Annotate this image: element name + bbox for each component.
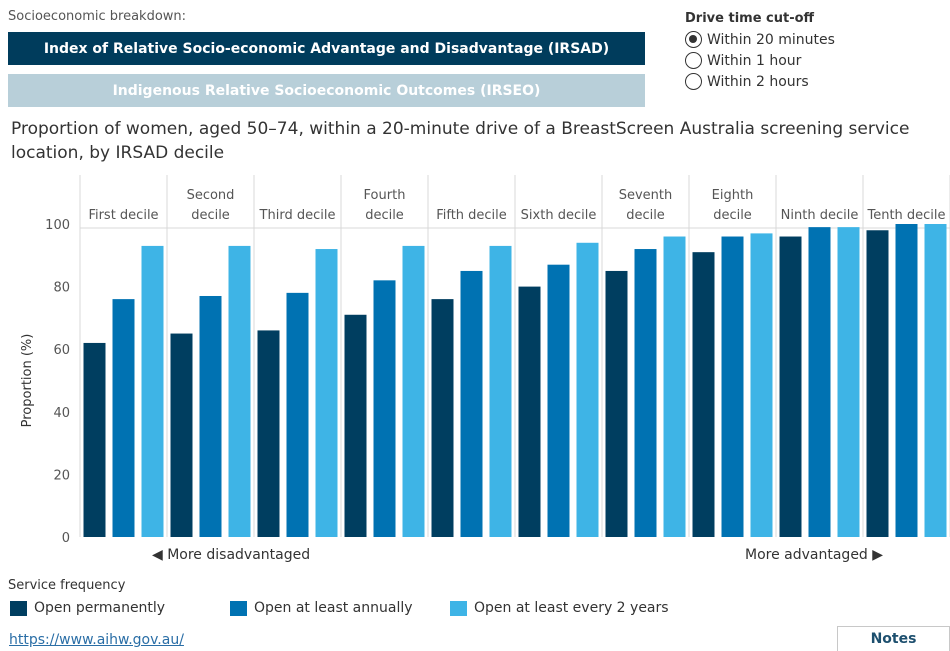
- bar-open-permanently: [518, 286, 541, 537]
- bar-open-every-2-years: [489, 245, 512, 537]
- chart-title: Proportion of women, aged 50–74, within …: [11, 119, 910, 163]
- bar-open-every-2-years: [837, 227, 860, 537]
- category-label: Seventh: [619, 188, 673, 203]
- category-label: Second: [187, 188, 235, 203]
- bar-open-annually: [547, 264, 570, 537]
- y-tick-label: 0: [62, 531, 70, 542]
- radio-unchecked-icon[interactable]: [685, 73, 702, 90]
- bar-open-every-2-years: [750, 233, 773, 537]
- legend-swatch: [230, 600, 247, 616]
- bar-open-every-2-years: [663, 236, 686, 537]
- legend-label: Open at least annually: [254, 600, 413, 616]
- bar-open-annually: [286, 292, 309, 537]
- bar-open-every-2-years: [228, 245, 251, 537]
- legend-swatch: [10, 600, 27, 616]
- radio-unchecked-icon[interactable]: [685, 52, 702, 69]
- legend-title: Service frequency: [8, 578, 126, 593]
- category-label: Fifth decile: [436, 208, 507, 223]
- radio-within-2-hours[interactable]: Within 2 hours: [685, 71, 835, 92]
- source-link[interactable]: https://www.aihw.gov.au/: [9, 632, 184, 648]
- radio-label: Within 20 minutes: [707, 31, 835, 48]
- legend-item-open-permanently: Open permanently: [10, 600, 165, 616]
- legend-item-open-every-2-years: Open at least every 2 years: [450, 600, 669, 616]
- bar-open-annually: [373, 280, 396, 537]
- legend-label: Open at least every 2 years: [474, 600, 669, 616]
- notes-button[interactable]: Notes: [837, 626, 950, 651]
- more-advantaged-label: More advantaged ▶: [745, 547, 884, 563]
- bar-open-every-2-years: [315, 249, 338, 537]
- category-label: decile: [626, 208, 665, 223]
- category-label: First decile: [88, 208, 158, 223]
- category-label: Sixth decile: [521, 208, 597, 223]
- category-label: Ninth decile: [781, 208, 859, 223]
- bar-open-every-2-years: [141, 245, 164, 537]
- bar-open-permanently: [779, 236, 802, 537]
- y-tick-label: 100: [45, 218, 70, 233]
- y-axis-label: Proportion (%): [20, 334, 35, 428]
- legend-label: Open permanently: [34, 600, 166, 616]
- legend-item-open-annually: Open at least annually: [230, 600, 413, 616]
- bar-open-permanently: [344, 314, 367, 537]
- radio-within-20-minutes[interactable]: Within 20 minutes: [685, 29, 835, 50]
- category-label: Third decile: [259, 208, 336, 223]
- bar-open-annually: [460, 270, 483, 537]
- radio-label: Within 1 hour: [707, 52, 802, 69]
- bar-open-annually: [721, 236, 744, 537]
- bar-open-every-2-years: [576, 242, 599, 537]
- bar-open-every-2-years: [924, 224, 947, 537]
- bar-open-permanently: [170, 333, 193, 537]
- bar-open-annually: [895, 224, 918, 537]
- drive-time-filter: Drive time cut-off Within 20 minutes Wit…: [685, 11, 835, 92]
- breakdown-label: Socioeconomic breakdown:: [8, 9, 187, 24]
- y-tick-label: 60: [53, 343, 70, 358]
- radio-checked-icon[interactable]: [685, 31, 702, 48]
- drive-time-title: Drive time cut-off: [685, 11, 815, 26]
- bar-open-permanently: [257, 330, 280, 537]
- more-disadvantaged-label: ◀ More disadvantaged: [152, 547, 311, 563]
- y-tick-label: 20: [53, 468, 70, 483]
- bar-chart: First decile Second decile Third decile Four…: [20, 175, 950, 542]
- category-label: decile: [191, 208, 230, 223]
- radio-label: Within 2 hours: [707, 73, 809, 90]
- bar-open-annually: [808, 227, 831, 537]
- bar-open-annually: [112, 299, 135, 537]
- category-label: decile: [713, 208, 752, 223]
- category-label: Eighth: [712, 188, 754, 203]
- legend-swatch: [450, 600, 467, 616]
- bar-open-every-2-years: [402, 245, 425, 537]
- bar-open-permanently: [83, 342, 106, 537]
- y-tick-label: 80: [53, 281, 70, 296]
- tab-irsad[interactable]: Index of Relative Socio-economic Advanta…: [8, 32, 645, 65]
- radio-within-1-hour[interactable]: Within 1 hour: [685, 50, 835, 71]
- y-tick-label: 40: [53, 406, 70, 421]
- tab-irseo[interactable]: Indigenous Relative Socioeconomic Outcom…: [8, 74, 645, 107]
- bar-open-permanently: [692, 252, 715, 538]
- category-label: Tenth decile: [866, 208, 945, 223]
- bar-open-permanently: [605, 270, 628, 537]
- bar-open-annually: [634, 249, 657, 537]
- category-label: Fourth: [364, 188, 406, 203]
- category-label: decile: [365, 208, 404, 223]
- bar-open-permanently: [866, 230, 889, 537]
- bar-open-annually: [199, 295, 222, 537]
- bar-open-permanently: [431, 299, 454, 537]
